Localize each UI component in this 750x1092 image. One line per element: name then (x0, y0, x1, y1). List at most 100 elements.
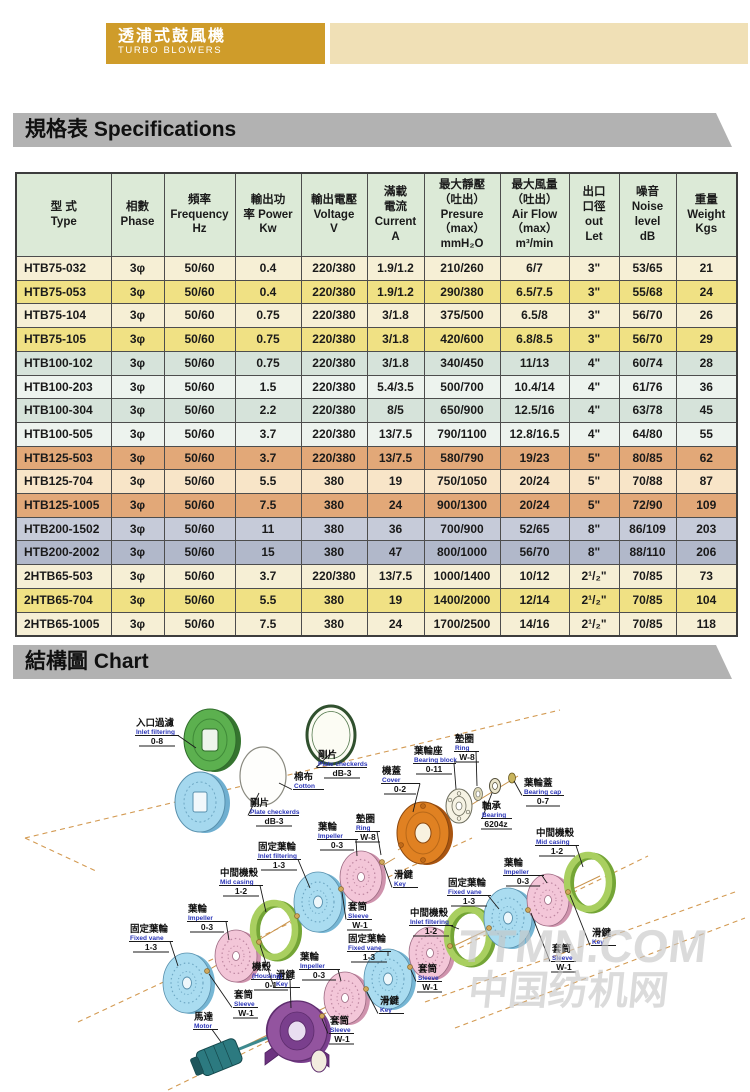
part-sleeve-key (256, 939, 262, 945)
part-sleeve-key (379, 859, 385, 865)
svg-text:Inlet filtering: Inlet filtering (136, 729, 175, 736)
table-cell: 19 (366, 469, 425, 495)
svg-text:套筒: 套筒 (329, 1015, 350, 1027)
table-cell: 375/500 (423, 303, 501, 329)
cell-model: HTB100-505 (15, 421, 112, 447)
table-cell: 5.5 (234, 469, 302, 495)
table-cell: 14/16 (499, 611, 570, 637)
svg-text:Cover: Cover (382, 777, 401, 784)
cell-model: HTB125-1005 (15, 493, 112, 518)
svg-text:Bearing block: Bearing block (414, 757, 457, 764)
table-cell: 50/60 (163, 540, 236, 566)
svg-text:Mid casing: Mid casing (220, 879, 254, 886)
table-cell: 88/110 (618, 540, 677, 566)
part-sleeve-key (407, 964, 413, 970)
svg-text:套筒: 套筒 (417, 963, 438, 975)
table-cell: 50/60 (163, 516, 236, 542)
table-cell: 7.5 (234, 611, 302, 637)
svg-text:滑鍵: 滑鍵 (276, 969, 296, 981)
svg-text:1-2: 1-2 (425, 926, 438, 936)
svg-text:葉輪: 葉輪 (299, 951, 320, 963)
assembly-guide-line (24, 709, 561, 839)
table-cell: 70/85 (618, 587, 677, 613)
table-cell: 24 (366, 493, 425, 518)
part-sleeve-key (363, 986, 369, 992)
svg-text:滑鍵: 滑鍵 (394, 869, 414, 881)
table-cell: 0.4 (234, 256, 302, 281)
part-housing (264, 1000, 331, 1073)
table-cell: 50/60 (163, 469, 236, 495)
table-cell: 3φ (110, 421, 165, 447)
svg-text:Inlet filtering: Inlet filtering (258, 853, 297, 860)
table-cell: 500/700 (423, 374, 501, 400)
svg-text:0-3: 0-3 (517, 876, 530, 886)
table-cell: 50/60 (163, 445, 236, 471)
part-sleeve-key (338, 886, 344, 892)
cell-model: HTB75-053 (15, 279, 112, 305)
table-row: HTB100-505 3φ 50/60 3.7 220/380 13/7.5 790/110… (15, 421, 738, 447)
svg-text:W-1: W-1 (352, 920, 368, 930)
table-cell: 900/1300 (423, 493, 501, 518)
table-cell: 50/60 (163, 327, 236, 352)
svg-text:Impeller: Impeller (300, 963, 325, 970)
table-cell: 3φ (110, 540, 165, 566)
banner-band (330, 23, 748, 64)
svg-text:6204z: 6204z (484, 819, 507, 829)
table-cell: 55 (675, 421, 738, 447)
cell-model: 2HTB65-503 (15, 564, 112, 589)
col-header-outlet: 出口 口徑 out Let (568, 172, 620, 257)
svg-text:軸承: 軸承 (482, 800, 502, 812)
svg-text:Impeller: Impeller (188, 915, 213, 922)
table-cell: 52/65 (499, 516, 570, 542)
table-cell: 56/70 (499, 540, 570, 566)
table-row: 2HTB65-503 3φ 50/60 3.7 220/380 13/7.5 1000/14… (15, 564, 738, 589)
table-cell: 73 (675, 564, 738, 589)
table-cell: 380 (300, 469, 368, 495)
table-cell: 3/1.8 (366, 350, 425, 376)
table-cell: 380 (300, 587, 368, 613)
part-cotton (239, 746, 287, 806)
table-cell: 50/60 (163, 493, 236, 518)
svg-text:固定葉輪: 固定葉輪 (348, 933, 387, 945)
svg-text:W-1: W-1 (238, 1008, 254, 1018)
banner-title-zh: 透浦式鼓風機 (118, 28, 227, 45)
svg-text:Plate checkerds: Plate checkerds (250, 809, 300, 816)
table-cell: 1400/2000 (423, 587, 501, 613)
svg-text:dB-3: dB-3 (333, 768, 352, 778)
table-row: 2HTB65-1005 3φ 50/60 7.5 380 24 1700/2500 14/16… (15, 611, 738, 637)
table-row: HTB75-105 3φ 50/60 0.75 220/380 3/1.8 420/600 6… (15, 327, 738, 352)
svg-text:Sleeve: Sleeve (234, 1001, 255, 1008)
table-cell: 0.75 (234, 303, 302, 329)
table-row: HTB75-032 3φ 50/60 0.4 220/380 1.9/1.2 210/260… (15, 256, 738, 281)
svg-text:Cotton: Cotton (294, 783, 315, 790)
table-cell: 20/24 (499, 469, 570, 495)
svg-text:Mid casing: Mid casing (536, 839, 570, 846)
table-cell: 45 (675, 398, 738, 423)
watermark: TTMN.COM 中国纺机网 (456, 920, 709, 1013)
table-cell: 1000/1400 (423, 564, 501, 589)
svg-text:葉輪座: 葉輪座 (413, 745, 443, 757)
table-cell: 5" (568, 493, 620, 518)
table-cell: 2¹/₂" (568, 587, 620, 613)
table-cell: 50/60 (163, 398, 236, 423)
table-cell: 8/5 (366, 398, 425, 423)
table-row: HTB200-1502 3φ 50/60 11 380 36 700/900 52/65 8" 8… (15, 516, 738, 542)
col-header-power: 輸出功 率 Power Kw (234, 172, 302, 257)
table-cell: 3φ (110, 516, 165, 542)
table-row: 2HTB65-704 3φ 50/60 5.5 380 19 1400/2000 12/14 2… (15, 587, 738, 613)
part-fixed-vane-disc (293, 871, 347, 934)
table-row: HTB125-503 3φ 50/60 3.7 220/380 13/7.5 580/790… (15, 445, 738, 471)
svg-text:0-7: 0-7 (537, 796, 550, 806)
cell-model: HTB75-105 (15, 327, 112, 352)
table-cell: 4" (568, 374, 620, 400)
